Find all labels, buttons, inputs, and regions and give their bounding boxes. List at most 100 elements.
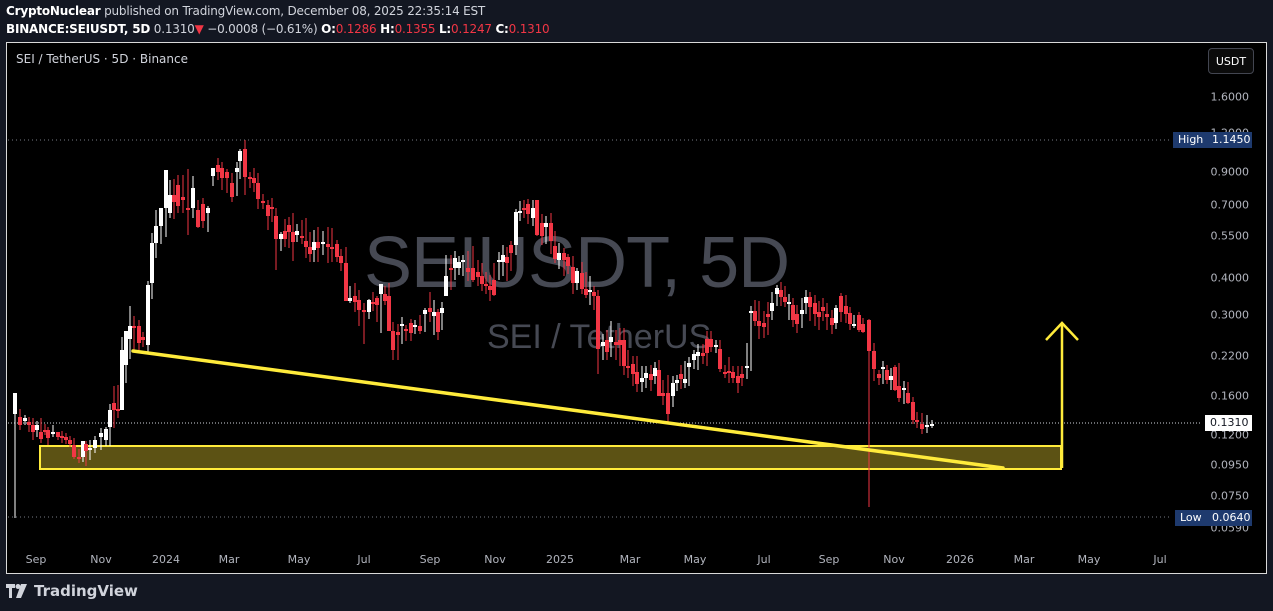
- arrow-up-icon: [1045, 321, 1079, 341]
- candle-body: [335, 244, 339, 257]
- candle-body: [817, 312, 821, 317]
- candle-body: [626, 366, 630, 368]
- candle-body: [902, 388, 906, 390]
- price-tick-label: 0.7000: [1210, 198, 1250, 212]
- tradingview-logo[interactable]: TradingView: [6, 582, 138, 600]
- candle-body: [644, 373, 648, 378]
- candle-body: [56, 432, 60, 437]
- candle-body: [383, 294, 387, 301]
- candle-body: [911, 402, 915, 420]
- author-name[interactable]: CryptoNuclear: [6, 4, 101, 18]
- time-tick-label: 2026: [946, 553, 974, 566]
- candle-body: [588, 290, 592, 292]
- candle-body: [81, 441, 85, 457]
- candle-body: [848, 313, 852, 324]
- candle-body: [549, 223, 553, 241]
- candle-body: [653, 368, 657, 376]
- candle-body: [146, 285, 150, 345]
- candle-body: [235, 168, 239, 172]
- candle-body: [622, 340, 626, 366]
- candle-body: [745, 366, 749, 368]
- open-label: O:: [321, 22, 336, 36]
- candle-body: [13, 393, 17, 414]
- candle-body: [316, 242, 320, 248]
- candle-body: [449, 268, 453, 270]
- candle-body: [575, 271, 579, 283]
- candle-body: [84, 444, 88, 451]
- price-tick-label: 0.5500: [1210, 229, 1250, 243]
- candle-body: [31, 425, 35, 432]
- chart-panel[interactable]: [6, 42, 1267, 574]
- currency-button[interactable]: USDT: [1208, 48, 1254, 74]
- low-value: 0.1247: [451, 22, 492, 36]
- candle-body: [757, 321, 761, 326]
- candle-body: [705, 339, 709, 353]
- candle-body: [872, 351, 876, 369]
- time-tick-label: May: [287, 553, 311, 566]
- candle-body: [339, 256, 343, 263]
- candle-body: [857, 315, 861, 330]
- candle-body: [201, 204, 205, 221]
- candle-body: [557, 253, 561, 260]
- time-tick-label: Jul: [1153, 553, 1167, 566]
- candle-body: [770, 303, 774, 311]
- candle-body: [238, 151, 242, 161]
- price-tick-label: 0.2200: [1210, 349, 1250, 363]
- candle-body: [834, 308, 838, 323]
- candle-body: [88, 448, 92, 450]
- candle-body: [230, 183, 234, 197]
- candle-body: [154, 226, 158, 243]
- candle-body: [889, 376, 893, 380]
- candle-body: [749, 311, 753, 313]
- candle-body: [344, 263, 348, 301]
- candle-body: [367, 300, 371, 312]
- candle-body: [77, 457, 81, 459]
- candle-body: [400, 324, 404, 326]
- candle-body: [657, 370, 661, 396]
- candle-body: [300, 236, 304, 238]
- candle-body: [661, 393, 665, 396]
- candle-body: [137, 326, 141, 343]
- candle-body: [39, 432, 43, 439]
- time-tick-label: Mar: [218, 553, 240, 566]
- open-value: 0.1286: [335, 22, 377, 36]
- time-tick-label: Nov: [883, 553, 905, 566]
- candle-body: [821, 307, 825, 311]
- candle-body: [808, 297, 812, 307]
- candle-body: [413, 325, 417, 327]
- price-change: −0.0008 (−0.61%): [207, 22, 318, 36]
- candle-body: [283, 231, 287, 239]
- price-tick-label: 1.6000: [1210, 90, 1250, 104]
- candle-body: [51, 432, 55, 434]
- candle-body: [23, 418, 27, 421]
- candle-body: [783, 297, 787, 302]
- low-tag-value: 0.0640: [1207, 510, 1252, 526]
- candle-body: [687, 363, 691, 367]
- candle-body: [362, 310, 366, 312]
- candle-body: [867, 320, 871, 351]
- candle-body: [920, 424, 924, 429]
- time-tick-label: May: [1077, 553, 1101, 566]
- candle-body: [566, 257, 570, 266]
- candle-body: [839, 296, 843, 312]
- candle-body: [553, 246, 557, 259]
- time-tick-label: Nov: [90, 553, 112, 566]
- candle-body: [35, 425, 39, 430]
- candle-body: [696, 352, 700, 356]
- time-tick-label: Jul: [357, 553, 371, 566]
- candle-body: [535, 200, 539, 235]
- candle-body: [505, 257, 509, 263]
- candle-body: [787, 302, 791, 304]
- brand-name: TradingView: [34, 582, 138, 600]
- candle-body: [321, 242, 325, 244]
- candle-body: [453, 258, 457, 268]
- candle-body: [387, 296, 391, 331]
- candle-body: [844, 306, 848, 314]
- candle-body: [93, 440, 97, 448]
- candle-body: [723, 372, 727, 374]
- candle-body: [216, 165, 220, 172]
- candle-body: [274, 216, 278, 239]
- candle-body: [861, 324, 865, 332]
- candle-body: [795, 314, 799, 324]
